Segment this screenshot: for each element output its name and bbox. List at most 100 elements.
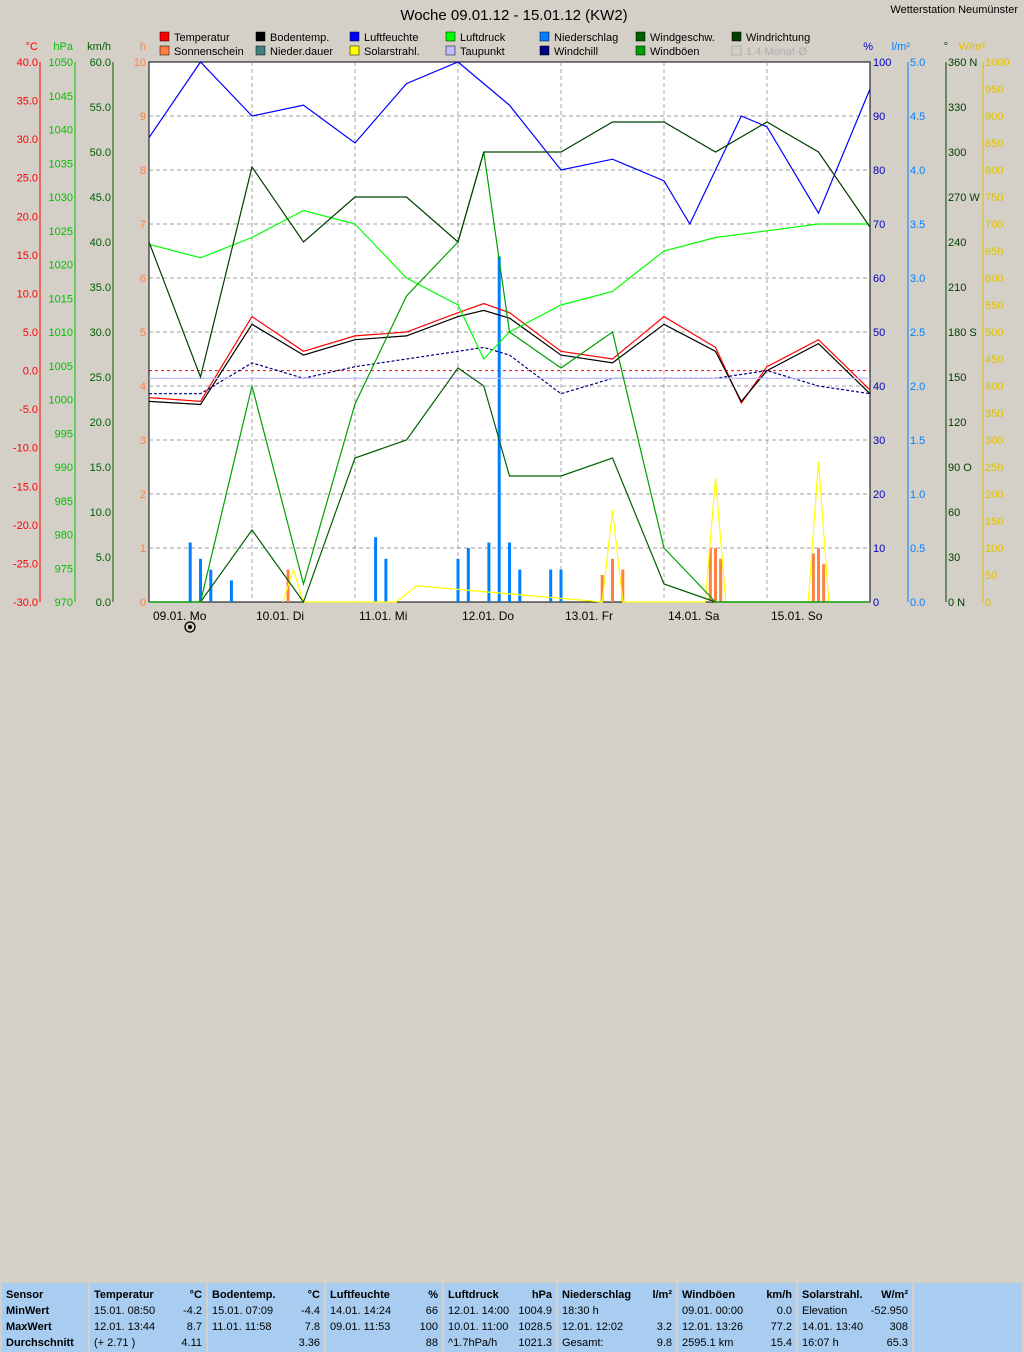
stats-cell-left: Elevation — [802, 1305, 848, 1317]
axis-tick-label: 1000 — [49, 395, 73, 407]
stats-cell-right: 1021.3 — [518, 1337, 552, 1349]
precip-bar — [384, 558, 388, 602]
stats-col-empty — [914, 1283, 1022, 1352]
axis-tick-label: 550 — [985, 300, 1003, 312]
axis-tick-label: 700 — [985, 219, 1003, 231]
stats-cell-left: 09.01. 11:53 — [330, 1321, 391, 1333]
stats-cell-right: 308 — [889, 1321, 908, 1333]
axis-tick-label: 4 — [140, 381, 146, 393]
precip-bar — [508, 542, 511, 602]
axis-tick-label: 30 — [873, 435, 885, 447]
axis-tick-label: 150 — [948, 372, 966, 384]
precip-bar — [209, 569, 213, 602]
legend: Temperatur Sonnenschein Bodentemp. Nieder.d… — [159, 31, 810, 58]
stats-cell-left: Bodentemp. — [212, 1289, 276, 1301]
axis-tick-label: 1 — [140, 543, 146, 555]
axis-tick-label: 330 — [948, 102, 966, 114]
axis-tick-label: 3.0 — [910, 273, 925, 285]
axis-tick-label: 80 — [873, 165, 885, 177]
axis-tick-label: 180 S — [948, 327, 977, 339]
sunshine-bar — [822, 564, 826, 602]
stats-cell-left: Gesamt: — [562, 1337, 604, 1349]
axis-tick-label: 980 — [55, 530, 73, 542]
axis-tick-label: 10.0 — [17, 288, 38, 300]
axis-tick-label: 0.0 — [23, 366, 38, 378]
precip-bar — [518, 569, 522, 602]
stats-label-avg: Durchschnitt — [6, 1337, 74, 1349]
legend-swatch — [349, 31, 360, 42]
legend-label: Windgeschw. — [650, 32, 715, 44]
legend-swatch — [539, 31, 550, 42]
stats-cell-left: 12.01. 12:02 — [562, 1321, 624, 1333]
stats-cell-left: (+ 2.71 ) — [94, 1337, 136, 1349]
x-tick-label: 15.01. So — [771, 609, 823, 623]
sunshine-bar — [714, 548, 717, 602]
legend-label: Luftdruck — [460, 32, 506, 44]
legend-label: Luftfeuchte — [364, 32, 418, 44]
marker-icon[interactable] — [184, 621, 196, 633]
axis-tick-label: 650 — [985, 246, 1003, 258]
stats-cell-left: Temperatur — [94, 1289, 154, 1301]
axis-tick-label: 45.0 — [90, 192, 111, 204]
legend-label: Temperatur — [174, 32, 230, 44]
x-tick-label: 12.01. Do — [462, 609, 514, 623]
axis-tick-label: 5.0 — [96, 552, 111, 564]
axis-tick-label: 30.0 — [17, 134, 38, 146]
axis-tick-label: 50.0 — [90, 147, 111, 159]
legend-label: Bodentemp. — [270, 32, 329, 44]
sunshine-bar — [719, 558, 723, 602]
axis-tick-label: 7 — [140, 219, 146, 231]
axis-tick-label: 1050 — [49, 57, 73, 69]
stats-cell-left: Solarstrahl. — [802, 1289, 863, 1301]
axis-tick-label: 10 — [134, 57, 146, 69]
x-axis-labels: 09.01. Mo 10.01. Di 11.01. Mi 12.01. Do 13.0… — [153, 609, 823, 623]
precip-bar — [374, 537, 378, 602]
series-line-luftfeuchte — [148, 61, 871, 226]
legend-swatch — [731, 45, 742, 56]
stats-cell-left: 11.01. 11:58 — [212, 1321, 272, 1333]
stats-cell-right: l/m² — [652, 1289, 672, 1301]
stats-cell-left: 10.01. 11:00 — [448, 1321, 509, 1333]
x-tick-label: 11.01. Mi — [359, 609, 407, 623]
axis-tick-label: 60 — [948, 507, 960, 519]
axis-tick-label: 1005 — [49, 361, 73, 373]
axis-tick-label: 1015 — [49, 293, 73, 305]
sunshine-bar — [600, 575, 604, 602]
axis-tick-label: 60 — [873, 273, 885, 285]
legend-label: Windrichtung — [746, 32, 810, 44]
grid — [149, 62, 870, 602]
stats-cell-right: 66 — [425, 1305, 438, 1317]
stats-cell-left: Windböen — [682, 1289, 736, 1301]
legend-label: Niederschlag — [554, 32, 618, 44]
sunshine-bar — [817, 548, 820, 602]
axis-tick-label: 100 — [985, 543, 1003, 555]
precip-bar — [199, 558, 202, 602]
axis-tick-label: 0 — [985, 597, 991, 609]
axis-tick-label: 1010 — [49, 327, 73, 339]
axis-tick-label: 995 — [55, 428, 73, 440]
series-line-windben — [149, 151, 870, 603]
axis-tick-label: 300 — [948, 147, 966, 159]
stats-cell-right: 1028.5 — [518, 1321, 552, 1333]
stats-cell-right: hPa — [531, 1289, 552, 1301]
stats-cell-right: 4.11 — [181, 1337, 202, 1349]
legend-swatch — [159, 31, 170, 42]
stats-cell-right: 8.7 — [186, 1321, 202, 1333]
axis-tick-label: -5.0 — [19, 404, 38, 416]
precip-bar — [487, 542, 491, 602]
axis-tick-label: 40 — [873, 381, 885, 393]
legend-swatch — [731, 31, 742, 42]
axis-tick-label: 800 — [985, 165, 1003, 177]
axis-tick-label: 270 W — [948, 192, 980, 204]
axis-tick-label: 25.0 — [90, 372, 111, 384]
stats-cell-right: % — [428, 1289, 438, 1301]
axis-unit-label: h — [140, 41, 146, 53]
legend-label: 1.4 Monat-Ø — [746, 46, 808, 58]
axis-tick-label: 2 — [140, 489, 146, 501]
precip-bar — [549, 569, 553, 602]
axis-tick-label: 900 — [985, 111, 1003, 123]
axis-tick-label: 975 — [55, 563, 73, 575]
precip-bar — [466, 548, 470, 602]
stats-cell-right: -4.2 — [183, 1305, 202, 1317]
stats-cell-right: 7.8 — [304, 1321, 320, 1333]
